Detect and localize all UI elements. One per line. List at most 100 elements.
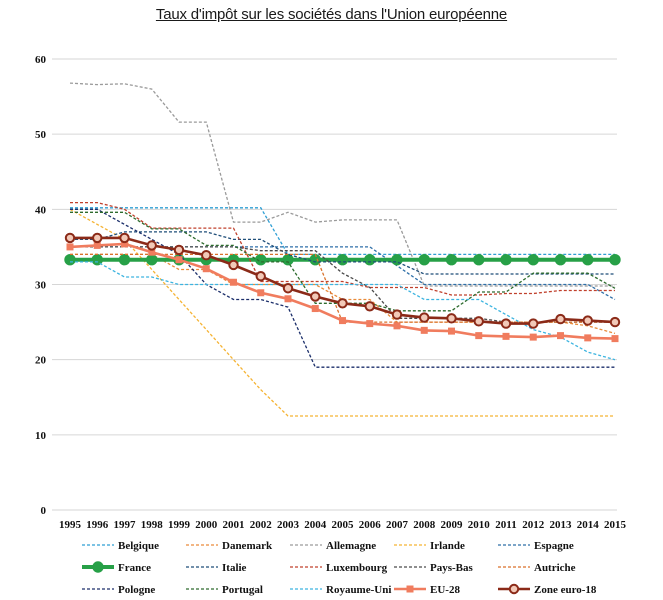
data-point [366, 320, 374, 328]
x-tick-label: 1997 [114, 519, 137, 531]
data-point [609, 253, 621, 266]
legend-label: Italie [222, 562, 247, 574]
y-tick-label: 40 [35, 204, 47, 216]
data-point [336, 253, 349, 266]
data-point [64, 232, 76, 244]
data-point [419, 312, 430, 323]
data-point [148, 248, 156, 256]
data-point [66, 243, 74, 251]
chart-title: Taux d'impôt sur les sociétés dans l'Uni… [155, 6, 508, 23]
legend-label: Irlande [430, 540, 465, 552]
legend-item: Espagne [498, 540, 574, 552]
data-point [364, 301, 375, 312]
series-belgique [70, 207, 615, 256]
data-point [284, 295, 292, 303]
data-point [393, 322, 401, 330]
data-point [448, 327, 455, 335]
y-tick-label: 30 [35, 280, 47, 292]
legend-item: Autriche [498, 562, 576, 574]
legend-label: Luxembourg [326, 562, 388, 574]
data-point [445, 253, 458, 266]
legend-item: Allemagne [290, 540, 376, 552]
legend-item: Zone euro-18 [498, 583, 597, 596]
data-point [64, 253, 76, 266]
data-point [446, 313, 457, 324]
data-point [230, 278, 237, 286]
data-point [529, 333, 537, 341]
data-point [257, 289, 265, 297]
legend-label: Pays-Bas [430, 562, 474, 574]
data-point [255, 271, 266, 282]
series-italie [70, 231, 615, 275]
series-pologne [70, 208, 615, 368]
legend-label: Belgique [118, 540, 159, 552]
x-tick-label: 1995 [59, 519, 82, 531]
x-tick-label: 1996 [86, 519, 109, 531]
x-tick-label: 2000 [195, 519, 218, 531]
series-line [69, 82, 615, 287]
legend: Belgique Danemark Allemagne Irlande Espagne F… [82, 540, 597, 596]
data-point [146, 240, 157, 251]
data-point [339, 317, 346, 325]
data-point [582, 315, 593, 326]
legend-label: Zone euro-18 [534, 584, 597, 596]
legend-label: Espagne [534, 540, 574, 552]
series-france [64, 253, 621, 266]
data-point [146, 253, 158, 266]
data-point [473, 316, 484, 327]
y-axis-ticks: 0 10 20 30 40 50 60 [35, 54, 47, 517]
legend-item: Irlande [394, 540, 465, 552]
x-tick-label: 2007 [386, 519, 409, 531]
series-line [70, 231, 615, 275]
x-tick-label: 2015 [604, 519, 627, 531]
data-point [475, 332, 483, 340]
data-point [584, 334, 592, 342]
data-point [527, 253, 539, 266]
data-point [364, 253, 376, 266]
x-tick-label: 1999 [168, 519, 191, 531]
legend-label: Autriche [534, 562, 576, 574]
data-point [228, 259, 239, 271]
series-line [70, 261, 616, 361]
series-line [70, 211, 616, 312]
data-point [92, 232, 103, 244]
legend-label: Royaume-Uni [326, 584, 391, 596]
gridlines [52, 58, 617, 511]
x-tick-label: 2004 [304, 519, 327, 531]
legend-label: Danemark [222, 540, 273, 552]
data-point [118, 253, 131, 266]
data-point [406, 585, 414, 593]
series-zone-euro-18 [64, 232, 621, 329]
data-point [528, 318, 539, 329]
data-point [418, 253, 430, 266]
legend-item: Danemark [186, 540, 273, 552]
data-point [555, 313, 566, 325]
data-point [391, 309, 403, 320]
data-point [175, 256, 183, 264]
series-royaume-uni [70, 261, 616, 361]
legend-label: Pologne [118, 584, 155, 596]
data-point [582, 253, 594, 266]
series-allemagne [69, 82, 615, 287]
series-lines [64, 82, 621, 417]
legend-item: Belgique [82, 540, 159, 552]
data-point [309, 253, 321, 266]
data-point [201, 249, 212, 261]
series-portugal [70, 211, 616, 312]
x-tick-label: 2005 [332, 519, 355, 531]
data-point [554, 253, 567, 266]
x-tick-label: 2008 [413, 519, 436, 531]
x-tick-label: 2010 [468, 519, 491, 531]
y-tick-label: 20 [35, 355, 47, 367]
x-tick-label: 2012 [522, 519, 545, 531]
legend-label: Allemagne [326, 540, 376, 552]
x-tick-label: 2001 [223, 519, 245, 531]
x-tick-label: 2013 [550, 519, 573, 531]
legend-label: France [118, 562, 151, 574]
data-point [500, 318, 512, 329]
data-point [282, 283, 294, 294]
x-tick-label: 2003 [277, 519, 300, 531]
legend-item: Luxembourg [290, 562, 388, 574]
y-tick-label: 0 [41, 505, 47, 517]
